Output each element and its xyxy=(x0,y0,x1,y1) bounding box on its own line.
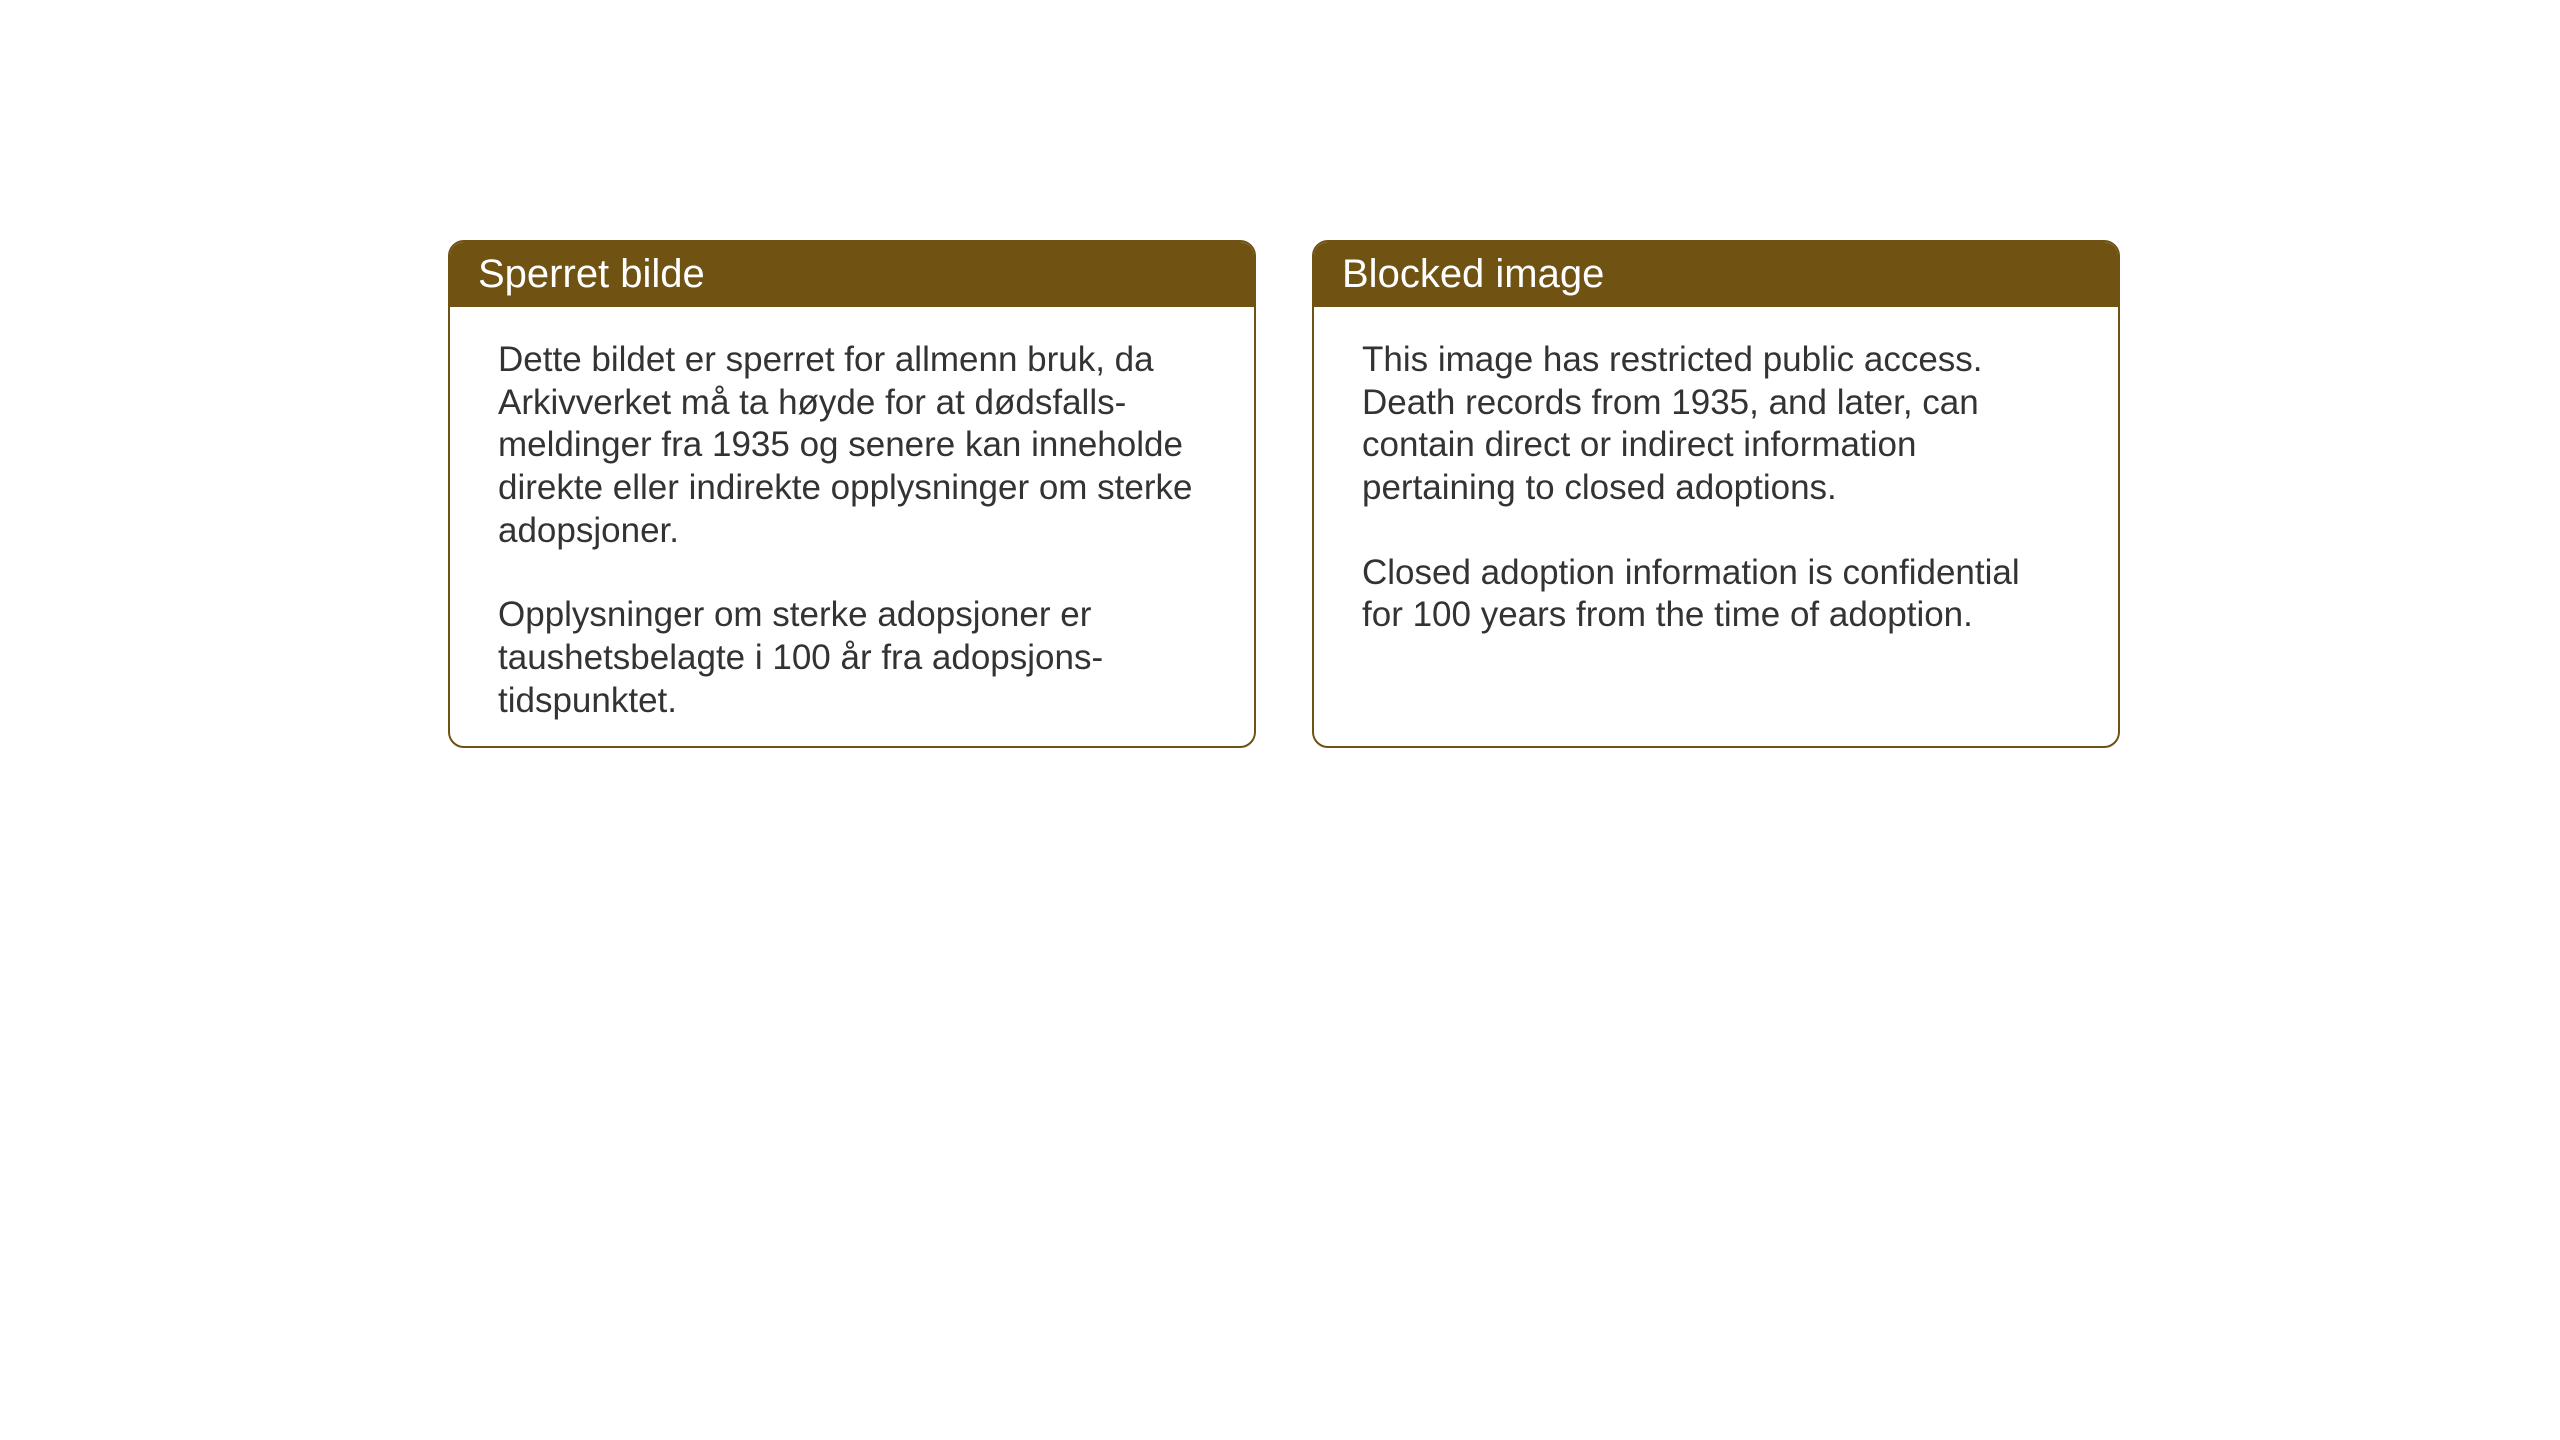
english-card: Blocked image This image has restricted … xyxy=(1312,240,2120,748)
norwegian-card-body: Dette bildet er sperret for allmenn bruk… xyxy=(450,307,1254,748)
english-paragraph-2: Closed adoption information is confident… xyxy=(1362,552,2070,637)
english-header-text: Blocked image xyxy=(1342,252,1604,296)
norwegian-paragraph-2: Opplysninger om sterke adopsjoner er tau… xyxy=(498,594,1206,722)
english-card-body: This image has restricted public access.… xyxy=(1314,307,2118,677)
english-card-header: Blocked image xyxy=(1314,242,2118,307)
norwegian-card-header: Sperret bilde xyxy=(450,242,1254,307)
norwegian-header-text: Sperret bilde xyxy=(478,252,705,296)
norwegian-paragraph-1: Dette bildet er sperret for allmenn bruk… xyxy=(498,339,1206,552)
english-paragraph-1: This image has restricted public access.… xyxy=(1362,339,2070,510)
cards-container: Sperret bilde Dette bildet er sperret fo… xyxy=(448,240,2120,748)
norwegian-card: Sperret bilde Dette bildet er sperret fo… xyxy=(448,240,1256,748)
